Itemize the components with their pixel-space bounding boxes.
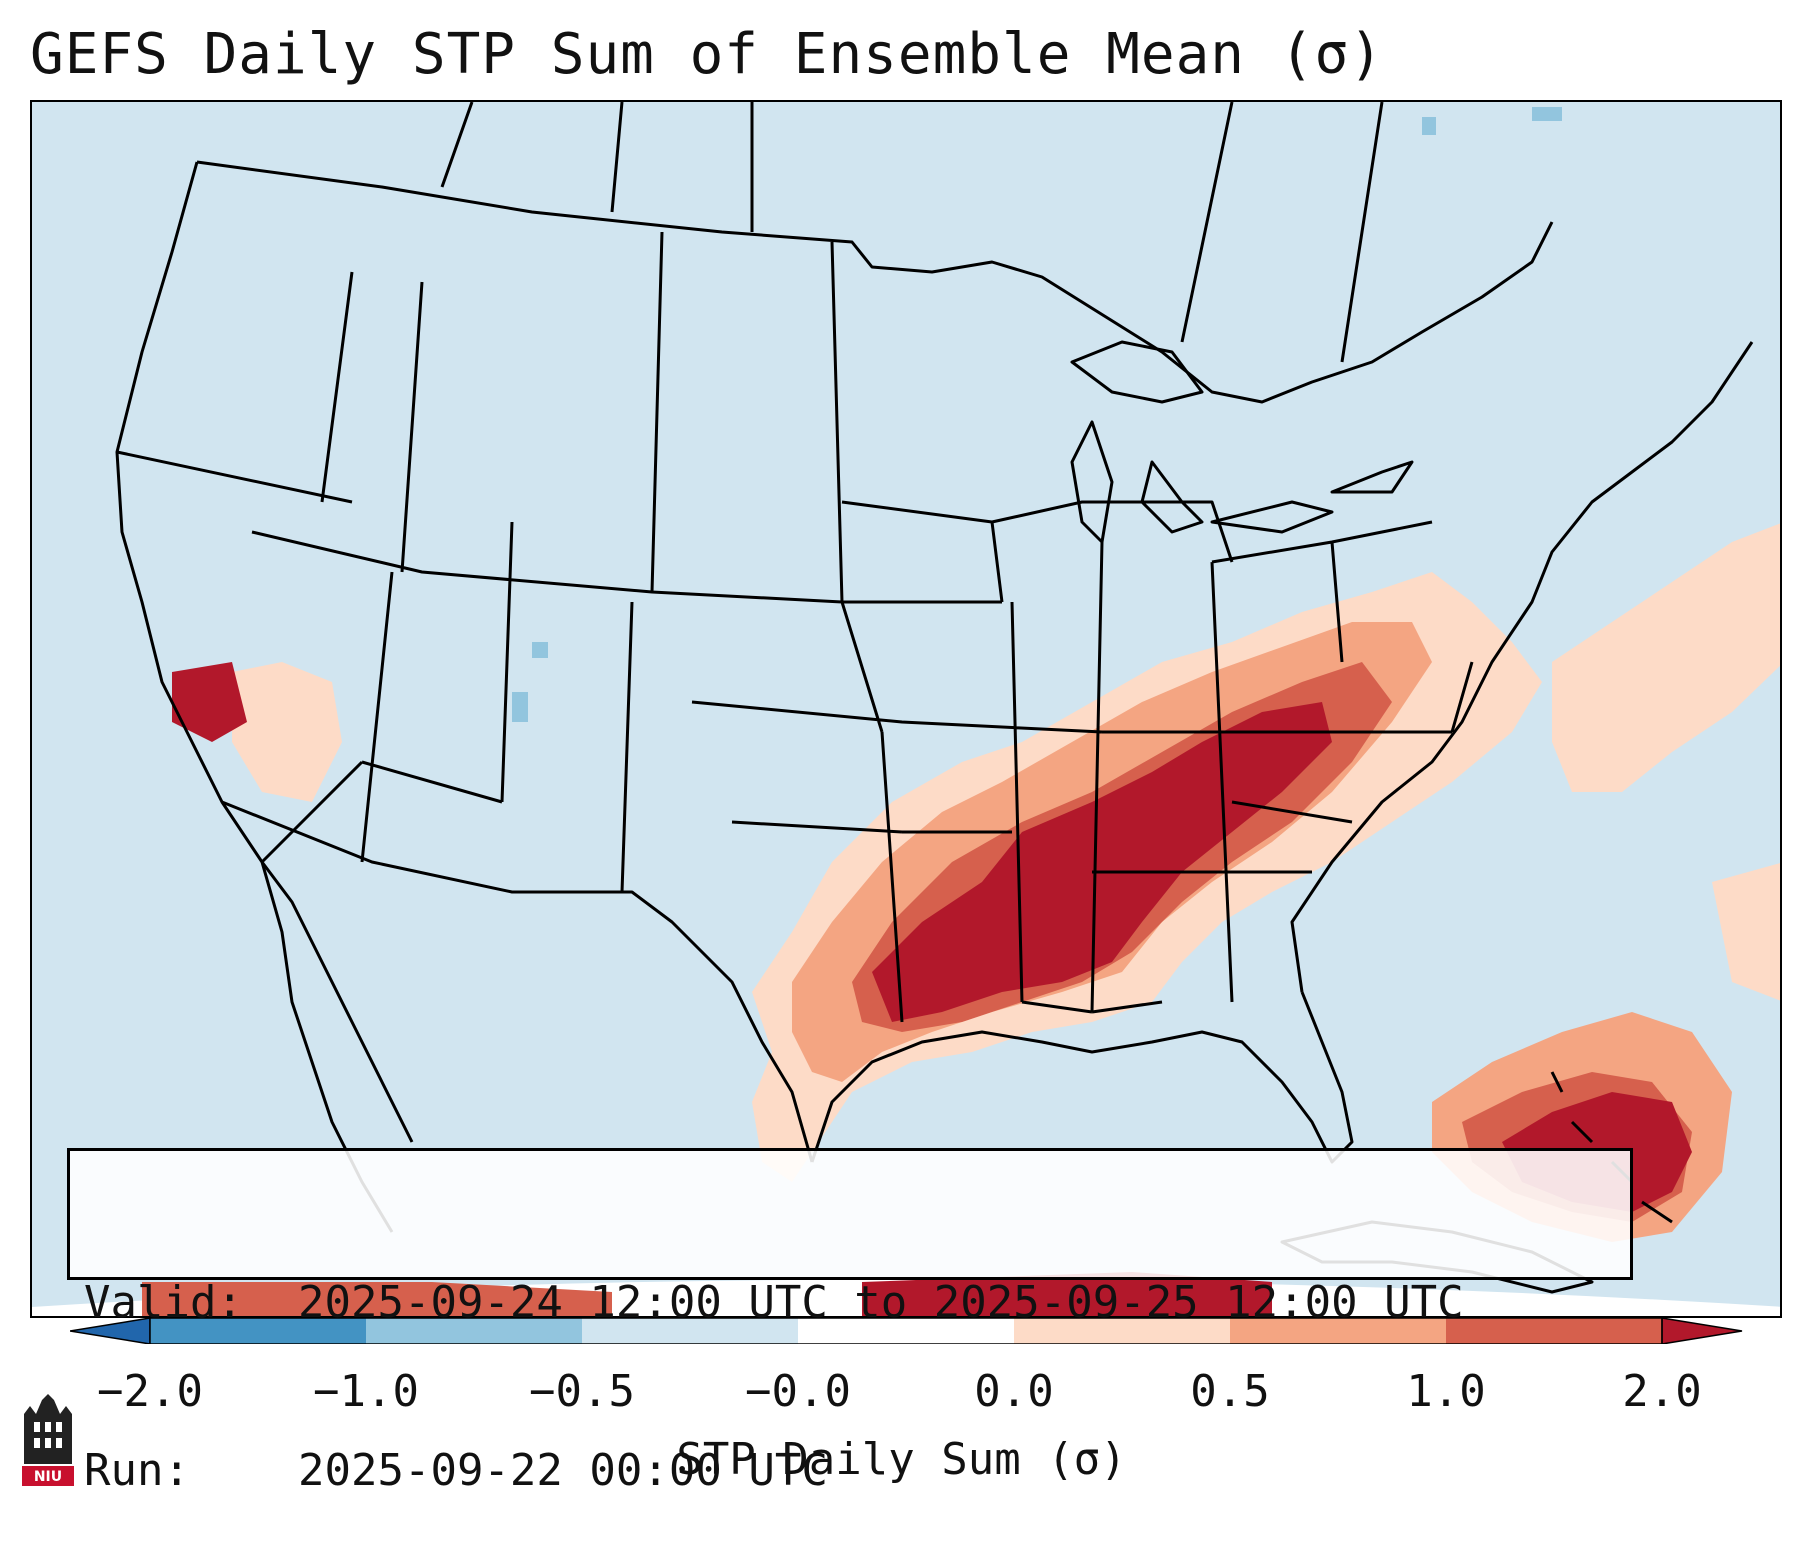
great-lakes [1070,340,1414,544]
baja-coastline [260,861,414,1143]
colorbar-segment [366,1318,582,1344]
stp-max-southwest [172,662,247,742]
stp-negative-spot [512,692,528,722]
state-lines [116,231,1474,1023]
colorbar-segment [582,1318,798,1344]
stp-negative-spot [1532,107,1562,121]
niu-logo: NIU [22,1394,74,1486]
colorbar-title: STP Daily Sum (σ) [676,1434,1127,1485]
political-borders [115,102,1754,1294]
run-time-line: Run: 2025-09-22 00:00 UTC [84,1443,1616,1499]
map-panel [30,100,1782,1318]
colorbar-segment [798,1318,1014,1344]
colorbar-segment [1230,1318,1446,1344]
map-canvas [32,102,1780,1316]
logo-band [22,1466,74,1486]
colorbar-tick: 0.0 [974,1366,1054,1417]
colorbar-tick: 1.0 [1406,1366,1486,1417]
canada-province-lines [440,102,1384,363]
colorbar-outline [149,1318,1663,1344]
colorbar-segment [150,1318,366,1344]
logo-text: NIU [34,1469,62,1485]
east-coastline [1290,341,1754,993]
colorbar-extend-low [70,1318,151,1344]
colorbar-segment [1014,1318,1230,1344]
colorbar-tick: −1.0 [313,1366,419,1417]
stp-south-strip-east [862,1272,1272,1316]
chart-title: GEFS Daily STP Sum of Ensemble Mean (σ) [30,22,1384,87]
stp-negative-spot [532,642,548,658]
colorbar-tick: −0.0 [745,1366,851,1417]
colorbar-tick: 0.5 [1190,1366,1270,1417]
stp-negative-spot [1422,117,1436,135]
run-value: 2025-09-22 00:00 UTC [298,1445,828,1496]
colorbar-tick: 2.0 [1622,1366,1702,1417]
colorbar-tick: −2.0 [97,1366,203,1417]
west-coastline [115,161,394,1233]
us-mexico-border [221,800,814,1163]
colorbar-tick: −0.5 [529,1366,635,1417]
stp-halo-atlantic [1712,863,1780,1001]
stp-halo-east [1552,523,1780,792]
valid-run-info-box: Valid: 2025-09-24 12:00 UTC to 2025-09-25… [67,1148,1633,1496]
us-canada-border [196,160,1554,404]
stp-max-main [872,702,1332,1022]
colorbar-extend-high [1661,1318,1743,1344]
stp-south-strip [142,1282,612,1316]
colorbar-segment [1446,1318,1662,1344]
gulf-coastline [810,991,1354,1164]
stp-halo-southwest [232,662,342,802]
projection-domain [32,102,1780,1307]
run-label: Run: [84,1445,190,1496]
colorbar [70,1318,1743,1344]
